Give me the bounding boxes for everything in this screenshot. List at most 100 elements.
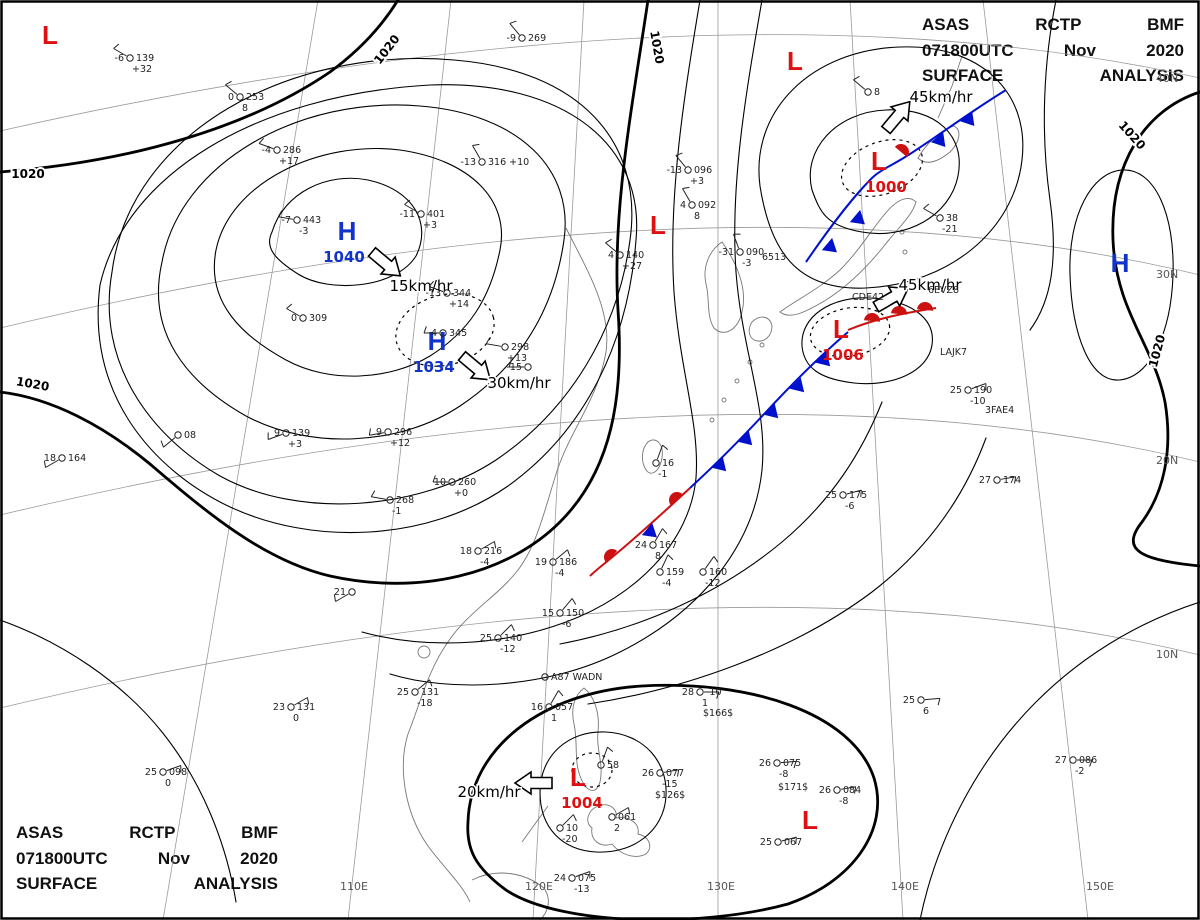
station-value: 139	[136, 53, 154, 64]
isobar	[587, 437, 987, 705]
isobar-bold	[466, 683, 880, 920]
station-value: -15	[662, 779, 678, 790]
station-circle-icon	[736, 248, 744, 256]
station-value: 067	[784, 837, 802, 848]
station-circle-icon	[568, 874, 576, 882]
station-circle-icon	[439, 329, 447, 337]
station-plot: -4 286+17	[258, 137, 301, 167]
wind-barb-tick-icon	[306, 697, 310, 705]
meridian-line	[532, 0, 585, 920]
station-plot: 26 084-8	[819, 785, 861, 807]
movement-arrow: 45km/hr	[880, 87, 975, 135]
cold-front-triangle-icon	[789, 377, 805, 393]
station-value: 268	[396, 495, 414, 506]
wind-barb-icon	[555, 549, 568, 560]
wind-barb-icon	[335, 593, 349, 602]
island	[709, 417, 715, 423]
station-circle-icon	[993, 476, 1001, 484]
wind-barb-tick-icon	[472, 143, 480, 147]
pressure-center-L-1006: L 1006	[822, 314, 864, 364]
station-value: 286	[283, 145, 301, 156]
station-value: 28	[682, 687, 694, 698]
station-value: 19	[535, 557, 547, 568]
wind-barb-tick-icon	[667, 554, 674, 561]
wind-barb-tick-icon	[113, 43, 120, 49]
title-line-1: ASAS RCTP BMF	[16, 823, 278, 842]
station-value: 9	[376, 427, 382, 438]
wind-barb-icon	[258, 143, 274, 150]
station-circle-icon	[384, 428, 392, 436]
station-value: -8	[779, 769, 788, 780]
station-circle-icon	[501, 343, 509, 351]
station-plot: 25 140-12	[480, 624, 522, 655]
isobar	[758, 46, 1024, 289]
island	[721, 397, 727, 403]
open-arrow-icon	[880, 100, 911, 135]
ship-id-label: $166$	[703, 708, 733, 719]
wind-barb-icon	[472, 145, 481, 159]
station-value: 160	[709, 567, 727, 578]
station-value: -2	[1075, 766, 1084, 777]
station-plot: -6 139+32	[113, 43, 154, 75]
wind-barb-tick-icon	[1014, 476, 1017, 484]
center-pressure-value: 1004	[561, 794, 603, 812]
wind-barb-tick-icon	[853, 75, 860, 81]
station-circle-icon	[541, 673, 549, 681]
station-plot: -13 316 +10	[460, 143, 529, 168]
station-circle-icon	[1069, 756, 1077, 764]
station-circle-icon	[478, 158, 486, 166]
station-plot: 24 075-13	[554, 871, 596, 895]
isobar	[157, 104, 566, 440]
station-value: -3	[742, 258, 751, 269]
movement-arrow: 20km/hr	[456, 770, 553, 803]
station-plot: 159-4	[656, 554, 684, 589]
station-value: 8	[655, 551, 661, 562]
wind-barb-icon	[853, 79, 866, 90]
station-plot: 25 131-18	[397, 679, 439, 709]
station-circle-icon	[556, 824, 564, 832]
pressure-center-L-1000: L 1000	[865, 146, 907, 196]
station-value: 253	[246, 92, 264, 103]
station-circle-icon	[616, 251, 624, 259]
station-circle-icon	[684, 166, 692, 174]
coastline	[402, 227, 608, 903]
station-plot: 25 067	[760, 836, 802, 848]
station-value: -13	[574, 884, 590, 895]
parallel-line	[0, 413, 1200, 516]
cold-front-triangle-icon	[821, 237, 837, 253]
station-value: 1	[702, 698, 708, 709]
graticule-label: 110E	[340, 880, 368, 893]
cold-front-triangle-icon	[641, 522, 657, 538]
station-value: -4	[555, 568, 564, 579]
station-value: -1	[392, 506, 401, 517]
open-arrow-icon	[872, 286, 910, 313]
station-plot: -4 345	[423, 326, 467, 339]
cold-front-triangle-icon	[763, 403, 779, 419]
station-circle-icon	[417, 210, 425, 218]
station-circle-icon	[474, 547, 482, 555]
coastline	[587, 804, 651, 857]
station-circle-icon	[524, 363, 532, 371]
station-value: 186	[559, 557, 577, 568]
wind-barb-tick-icon	[1089, 759, 1093, 767]
station-value: 296	[394, 427, 412, 438]
station-circle-icon	[236, 93, 244, 101]
station-value: 25	[825, 490, 837, 501]
station-value: 164	[68, 453, 86, 464]
station-value: -31	[718, 247, 734, 258]
center-pressure-value: 1040	[323, 248, 365, 266]
station-value: 38	[946, 213, 958, 224]
wind-barb-icon	[846, 489, 862, 495]
station-value: -20	[562, 834, 578, 845]
wind-barb-tick-icon	[567, 549, 571, 557]
station-value: -4	[428, 328, 437, 339]
low-symbol: L	[833, 314, 849, 344]
title-line-3: SURFACE ANALYSIS	[16, 874, 278, 893]
station-plot: 25 175-6	[825, 489, 867, 512]
